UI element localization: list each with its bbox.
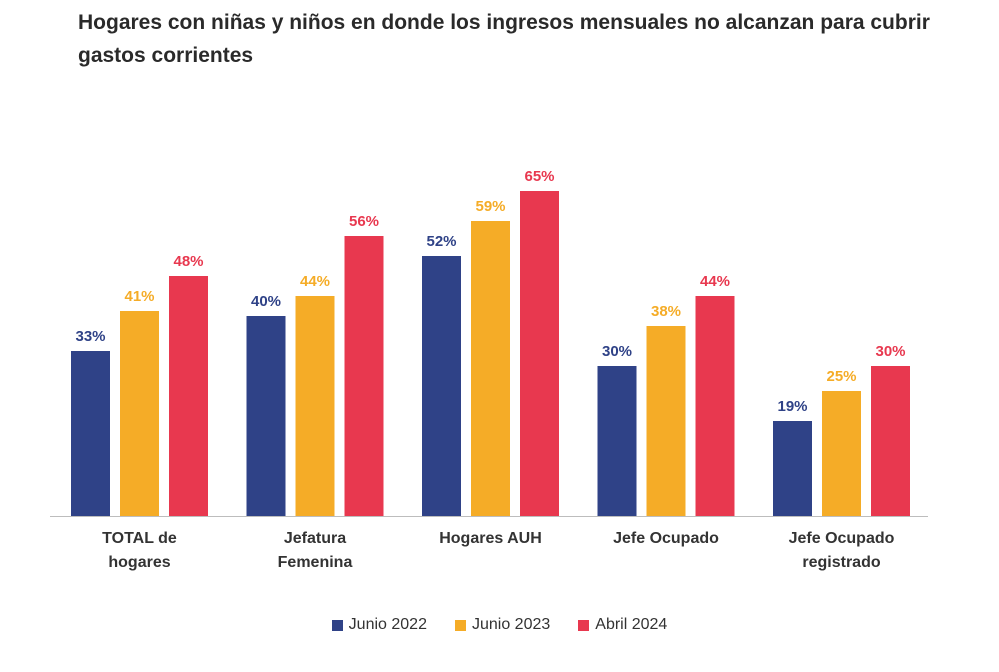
data-label-0-abril-2024: 48% [173,253,203,270]
category-label-1: Jefatura Femenina [278,530,353,571]
bar-2-junio-2023 [471,221,510,516]
data-label-4-abril-2024: 30% [875,343,905,360]
data-label-4-junio-2022: 19% [777,398,807,415]
bar-chart: 33% 41% 48% TOTAL de hogares 40% 44% 56% Jefatur… [50,168,928,571]
bar-3-junio-2022 [597,366,637,516]
legend-label-junio-2022: Junio 2022 [348,616,427,633]
bar-4-junio-2023 [822,391,861,516]
bar-4-abril-2024 [871,366,910,516]
bar-0-abril-2024 [169,276,208,516]
data-label-3-abril-2024: 44% [700,273,730,290]
legend-swatch-abril-2024 [578,619,590,631]
bar-4-junio-2022 [773,421,812,516]
bar-3-abril-2024 [695,296,735,516]
legend-item-abril-2024: Abril 2024 [578,616,667,634]
legend-item-junio-2023: Junio 2023 [454,616,551,634]
data-label-4-junio-2023: 25% [826,368,856,385]
bar-1-junio-2022 [246,316,286,516]
category-label-3: Jefe Ocupado [613,530,719,547]
data-label-1-junio-2022: 40% [251,293,281,310]
data-label-2-abril-2024: 65% [524,168,554,185]
category-label-2: Hogares AUH [439,530,542,547]
legend-swatch-junio-2023 [454,619,466,631]
bar-1-junio-2023 [295,296,335,516]
data-label-1-junio-2023: 44% [300,273,330,290]
bar-3-junio-2023 [646,326,686,516]
data-label-3-junio-2022: 30% [602,343,632,360]
category-label-0: TOTAL de hogares [102,530,177,571]
data-label-0-junio-2023: 41% [124,288,154,305]
chart-title: Hogares con niñas y niños en donde los i… [78,11,930,67]
bar-2-junio-2022 [422,256,461,516]
legend-label-abril-2024: Abril 2024 [595,616,668,633]
legend: Junio 2022 Junio 2023 Abril 2024 [0,616,999,634]
legend-swatch-junio-2022 [331,619,343,631]
legend-item-junio-2022: Junio 2022 [331,616,427,634]
data-label-3-junio-2023: 38% [651,303,681,320]
category-label-4: Jefe Ocupado registrado [789,530,895,571]
data-label-2-junio-2022: 52% [426,233,456,250]
data-label-1-abril-2024: 56% [349,213,379,230]
data-label-0-junio-2022: 33% [75,328,105,345]
bar-0-junio-2022 [71,351,110,516]
bar-1-abril-2024 [344,236,384,516]
legend-label-junio-2023: Junio 2023 [471,616,551,633]
bar-0-junio-2023 [120,311,159,516]
data-label-2-junio-2023: 59% [475,198,505,215]
bar-2-abril-2024 [520,191,559,516]
